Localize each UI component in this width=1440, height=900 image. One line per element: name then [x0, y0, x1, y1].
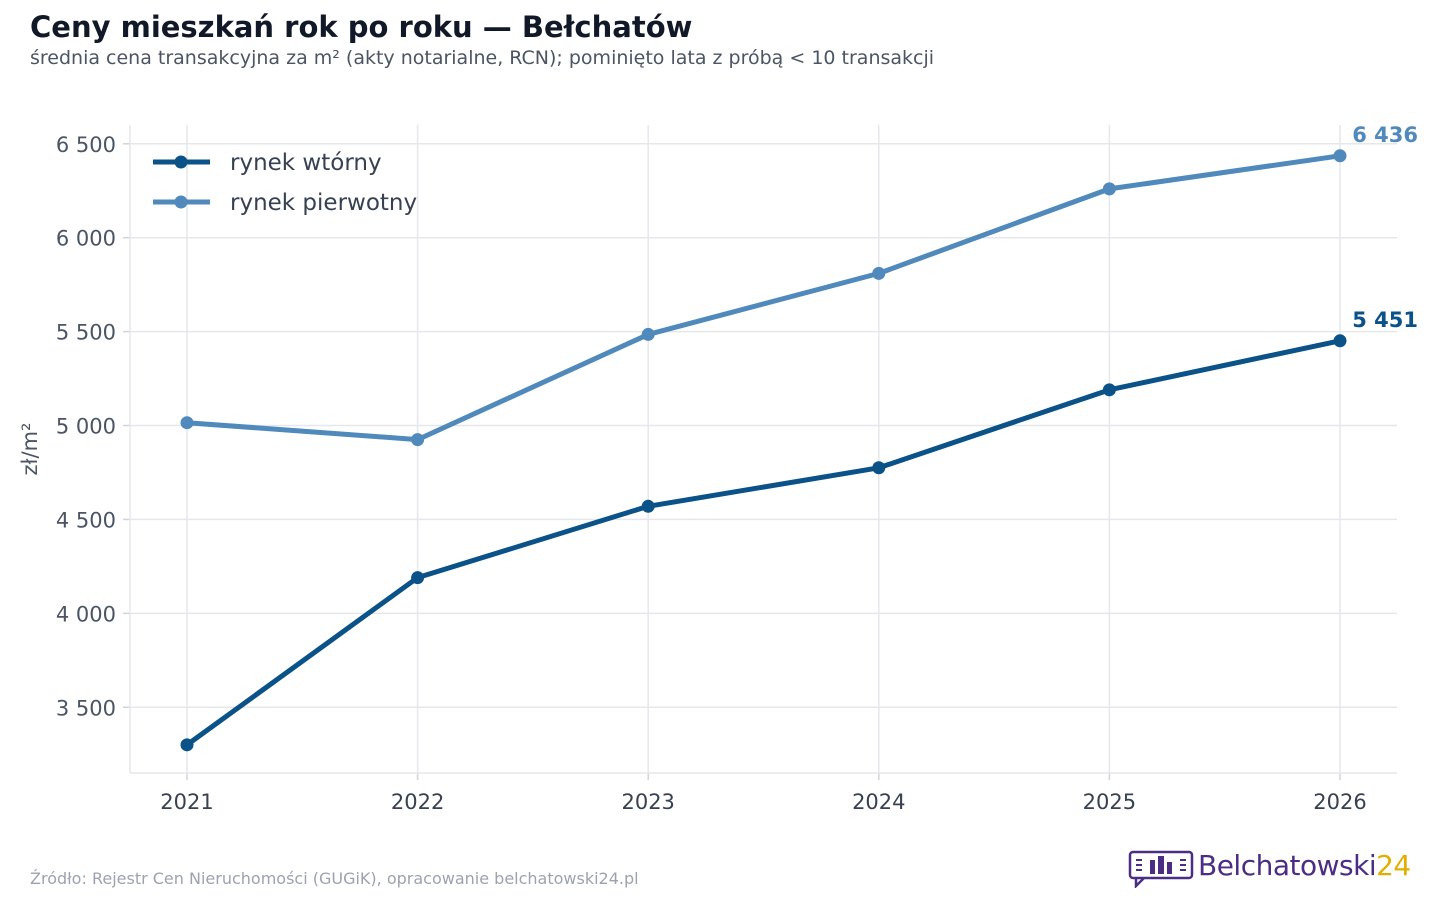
data-point	[411, 571, 425, 585]
legend-swatch-marker	[174, 155, 188, 169]
x-tick-label: 2022	[391, 790, 444, 814]
legend-swatch-marker	[174, 195, 188, 209]
tick-labels: 3 500 4 000 4 500 5 000 5 500 6 000 6 500 2021 2…	[18, 123, 1418, 814]
data-point	[180, 738, 194, 752]
y-tick-label: 5 000	[56, 415, 116, 439]
logo-number: 24	[1376, 849, 1411, 882]
y-axis-label: zł/m²	[18, 423, 42, 476]
axes	[123, 125, 1397, 780]
legend: rynek wtórny rynek pierwotny	[153, 150, 417, 216]
data-point	[1102, 383, 1116, 397]
data-point	[1333, 334, 1347, 348]
data-point	[872, 266, 886, 280]
legend-label: rynek pierwotny	[230, 190, 417, 216]
x-tick-label: 2025	[1083, 790, 1136, 814]
legend-label: rynek wtórny	[230, 150, 382, 176]
x-tick-label: 2026	[1313, 790, 1366, 814]
grid-lines	[130, 125, 1397, 773]
data-point	[872, 461, 886, 475]
logo-wordmark: Belchatowski24	[1198, 849, 1411, 882]
y-tick-label: 6 000	[56, 227, 116, 251]
x-tick-label: 2023	[621, 790, 674, 814]
end-value-label: 5 451	[1352, 308, 1418, 332]
x-tick-label: 2021	[160, 790, 213, 814]
series-line-1	[184, 338, 1343, 748]
end-value-label: 6 436	[1352, 123, 1418, 147]
series-line-2	[184, 153, 1343, 443]
y-tick-label: 6 500	[56, 133, 116, 157]
data-point	[1333, 149, 1347, 163]
data-point	[641, 327, 655, 341]
data-point	[411, 433, 425, 447]
y-tick-label: 4 000	[56, 602, 116, 626]
y-tick-label: 5 500	[56, 321, 116, 345]
newsroom-icon	[1128, 850, 1194, 888]
y-tick-label: 4 500	[56, 508, 116, 532]
source-note: Źródło: Rejestr Cen Nieruchomości (GUGiK…	[30, 869, 639, 888]
chart-subtitle: średnia cena transakcyjna za m² (akty no…	[30, 47, 935, 69]
data-point	[641, 499, 655, 513]
y-tick-label: 3 500	[56, 696, 116, 720]
chart-title: Ceny mieszkań rok po roku — Bełchatów	[30, 10, 693, 44]
logo-name: Belchatowski	[1198, 849, 1377, 882]
belchatowski24-logo: Belchatowski24	[1128, 848, 1418, 888]
data-point	[180, 416, 194, 430]
x-tick-label: 2024	[852, 790, 905, 814]
data-point	[1102, 182, 1116, 196]
series-lines	[180, 149, 1347, 752]
